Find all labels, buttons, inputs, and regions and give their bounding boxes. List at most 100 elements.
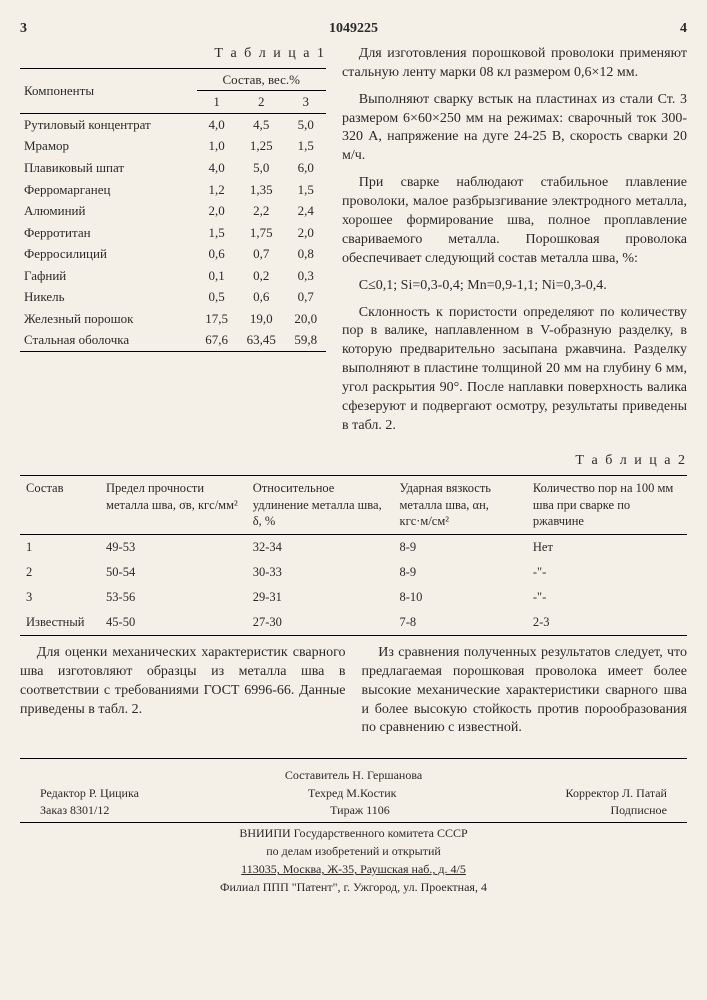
t2-h3: Ударная вязкость металла шва, αн, кгс·м/…: [394, 475, 527, 535]
table-row: Рутиловый концентрат4,04,55,0: [20, 113, 326, 135]
component-name: Гафний: [20, 265, 197, 287]
cell: -"-: [527, 560, 687, 585]
component-name: Мрамор: [20, 135, 197, 157]
component-name: Железный порошок: [20, 308, 197, 330]
footer-tirazh: Тираж 1106: [330, 802, 390, 818]
footer-sign: Подписное: [610, 802, 667, 818]
bottom-right-para: Из сравнения полученных результатов след…: [362, 644, 688, 738]
cell: 32-34: [247, 535, 394, 560]
t2-h4: Количество пор на 100 мм шва при сварке …: [527, 475, 687, 535]
component-value: 1,75: [237, 222, 286, 244]
para-5: Склонность к пористости определяют по ко…: [342, 304, 687, 436]
cell: 8-9: [394, 535, 527, 560]
subcol-3: 3: [286, 91, 326, 114]
component-value: 1,5: [286, 135, 326, 157]
cell: 29-31: [247, 585, 394, 610]
table-row: Мрамор1,01,251,5: [20, 135, 326, 157]
col-header-group: Состав, вес.%: [197, 68, 326, 91]
component-name: Ферросилиций: [20, 243, 197, 265]
component-value: 1,2: [197, 179, 237, 201]
cell: 2: [20, 560, 100, 585]
component-value: 5,0: [237, 157, 286, 179]
t2-h0: Состав: [20, 475, 100, 535]
footer-org2: по делам изобретений и открытий: [20, 843, 687, 859]
table-row: Гафний0,10,20,3: [20, 265, 326, 287]
footer-row-order: Заказ 8301/12 Тираж 1106 Подписное: [20, 802, 687, 823]
subcol-2: 2: [237, 91, 286, 114]
right-column: Для изготовления порошковой проволоки пр…: [342, 45, 687, 444]
para-2: Выполняют сварку встык на пластинах из с…: [342, 91, 687, 167]
component-value: 4,5: [237, 113, 286, 135]
footer-corrector: Корректор Л. Патай: [566, 785, 667, 801]
cell: Нет: [527, 535, 687, 560]
component-value: 0,8: [286, 243, 326, 265]
page-num-right: 4: [680, 20, 687, 39]
para-1: Для изготовления порошковой проволоки пр…: [342, 45, 687, 83]
cell: 2-3: [527, 610, 687, 635]
component-value: 17,5: [197, 308, 237, 330]
t2-h2: Относительное удлинение металла шва, δ, …: [247, 475, 394, 535]
component-value: 0,7: [237, 243, 286, 265]
left-column: Т а б л и ц а 1 Компоненты Состав, вес.%…: [20, 45, 326, 444]
cell: 1: [20, 535, 100, 560]
component-value: 0,1: [197, 265, 237, 287]
component-value: 2,4: [286, 200, 326, 222]
component-value: 4,0: [197, 157, 237, 179]
component-value: 1,5: [286, 179, 326, 201]
component-name: Ферротитан: [20, 222, 197, 244]
footer-tech: Техред М.Костик: [308, 785, 397, 801]
footer-addr1: 113035, Москва, Ж-35, Раушская наб., д. …: [20, 861, 687, 877]
footer-org1: ВНИИПИ Государственного комитета СССР: [20, 825, 687, 841]
component-value: 1,25: [237, 135, 286, 157]
top-section: Т а б л и ц а 1 Компоненты Состав, вес.%…: [20, 45, 687, 444]
composition-table: Компоненты Состав, вес.% 1 2 3 Рутиловый…: [20, 68, 326, 352]
table-row: Алюминий2,02,22,4: [20, 200, 326, 222]
para-3: При сварке наблюдают стабильное плавлени…: [342, 174, 687, 268]
component-value: 59,8: [286, 329, 326, 351]
table-row: Стальная оболочка67,663,4559,8: [20, 329, 326, 351]
table-row: 250-5430-338-9-"-: [20, 560, 687, 585]
page-num-left: 3: [20, 20, 27, 39]
component-value: 0,3: [286, 265, 326, 287]
bottom-columns: Для оценки механических характеристик св…: [20, 644, 687, 746]
bottom-left-text: Для оценки механических характеристик св…: [20, 645, 346, 717]
table-row: Плавиковый шпат4,05,06,0: [20, 157, 326, 179]
cell: 7-8: [394, 610, 527, 635]
table-row: Известный45-5027-307-82-3: [20, 610, 687, 635]
component-value: 0,6: [197, 243, 237, 265]
cell: -"-: [527, 585, 687, 610]
cell: 49-53: [100, 535, 247, 560]
col-header-component: Компоненты: [20, 68, 197, 113]
component-value: 63,45: [237, 329, 286, 351]
component-name: Рутиловый концентрат: [20, 113, 197, 135]
component-value: 4,0: [197, 113, 237, 135]
component-value: 5,0: [286, 113, 326, 135]
footer-addr2: Филиал ППП "Патент", г. Ужгород, ул. Про…: [20, 879, 687, 895]
table1-caption: Т а б л и ц а 1: [20, 45, 326, 64]
footer-row-credits: Редактор Р. Цицика Техред М.Костик Корре…: [20, 785, 687, 801]
component-value: 20,0: [286, 308, 326, 330]
component-value: 1,5: [197, 222, 237, 244]
footer-compiler: Составитель Н. Гершанова: [20, 767, 687, 783]
component-name: Никель: [20, 286, 197, 308]
component-value: 2,0: [197, 200, 237, 222]
component-value: 19,0: [237, 308, 286, 330]
footer: Составитель Н. Гершанова Редактор Р. Циц…: [20, 758, 687, 895]
properties-table: Состав Предел прочности металла шва, σв,…: [20, 475, 687, 636]
page-header: 3 1049225 4: [20, 20, 687, 39]
component-value: 0,2: [237, 265, 286, 287]
subcol-1: 1: [197, 91, 237, 114]
component-value: 0,6: [237, 286, 286, 308]
table-row: 149-5332-348-9Нет: [20, 535, 687, 560]
t2-h1: Предел прочности металла шва, σв, кгс/мм…: [100, 475, 247, 535]
table-row: 353-5629-318-10-"-: [20, 585, 687, 610]
cell: 8-9: [394, 560, 527, 585]
cell: 50-54: [100, 560, 247, 585]
cell: 8-10: [394, 585, 527, 610]
component-value: 67,6: [197, 329, 237, 351]
cell: 53-56: [100, 585, 247, 610]
component-value: 6,0: [286, 157, 326, 179]
component-value: 0,5: [197, 286, 237, 308]
cell: 3: [20, 585, 100, 610]
cell: 27-30: [247, 610, 394, 635]
